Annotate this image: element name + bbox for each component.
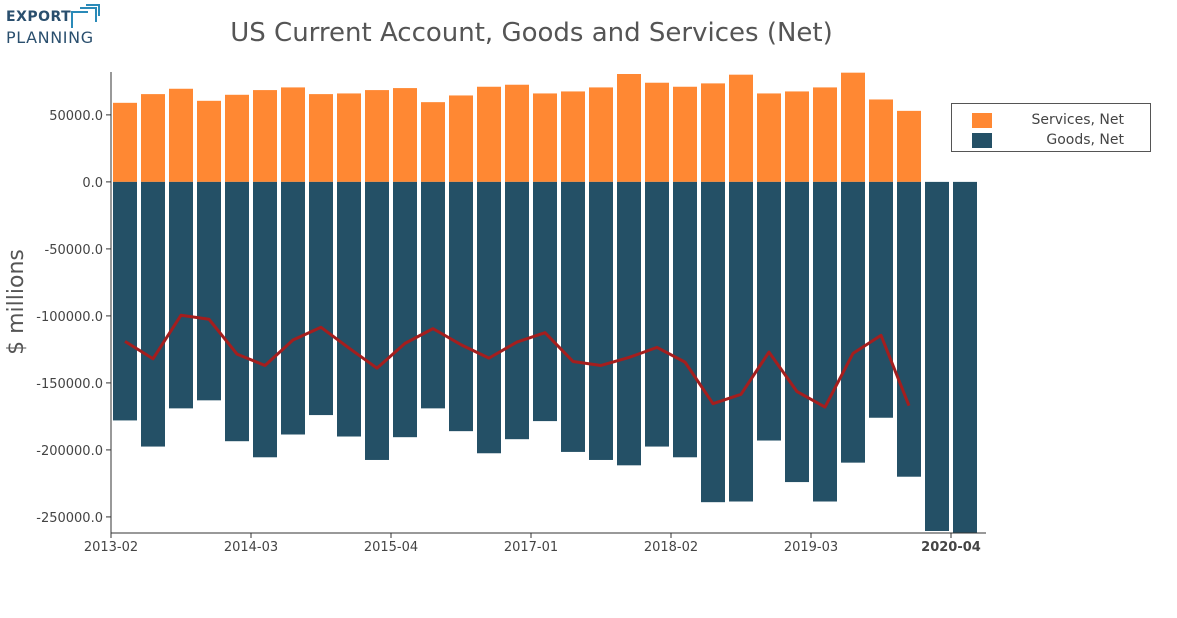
legend-swatch-services xyxy=(972,113,992,128)
bar-services-24 xyxy=(785,91,809,182)
bar-services-19 xyxy=(645,82,669,182)
bar-goods-9 xyxy=(365,181,389,460)
bar-goods-6 xyxy=(281,181,305,435)
bar-goods-23 xyxy=(757,181,781,441)
bar-goods-8 xyxy=(337,181,361,437)
chart-title: US Current Account, Goods and Services (… xyxy=(230,18,833,48)
y-tick-label-3: -100000.0 xyxy=(36,310,103,325)
x-tick-label-6: 2020-04 xyxy=(921,540,981,555)
bar-services-17 xyxy=(589,87,613,182)
bar-goods-16 xyxy=(561,181,585,452)
y-tick-label-5: -200000.0 xyxy=(36,444,103,459)
bar-services-25 xyxy=(813,87,837,182)
bar-goods-0 xyxy=(113,181,137,421)
bar-goods-18 xyxy=(617,181,641,466)
y-tick-label-4: -150000.0 xyxy=(36,377,103,392)
bar-services-11 xyxy=(421,102,445,182)
legend-swatch-goods xyxy=(972,133,992,148)
bar-services-20 xyxy=(673,86,697,182)
bar-goods-25 xyxy=(813,181,837,502)
y-tick-label-6: -250000.0 xyxy=(36,511,103,526)
logo-bottom-text: PLANNING xyxy=(6,28,94,47)
bar-goods-4 xyxy=(225,181,249,442)
bar-goods-7 xyxy=(309,181,333,416)
bar-services-12 xyxy=(449,95,473,182)
y-axis-label: $ millions xyxy=(4,249,29,355)
bar-goods-5 xyxy=(253,181,277,458)
bar-goods-28 xyxy=(897,181,921,477)
bar-services-4 xyxy=(225,94,249,182)
y-tick-label-0: 50000.0 xyxy=(49,109,103,124)
bar-goods-24 xyxy=(785,181,809,483)
legend-item-goods: Goods, Net xyxy=(972,132,1142,151)
bar-services-21 xyxy=(701,83,725,182)
bar-goods-20 xyxy=(673,181,697,458)
x-tick-label-0: 2013-02 xyxy=(84,540,138,555)
x-tick-label-1: 2014-03 xyxy=(224,540,278,555)
bar-goods-12 xyxy=(449,181,473,432)
bar-services-1 xyxy=(141,94,165,182)
bar-goods-11 xyxy=(421,181,445,409)
legend-label-goods: Goods, Net xyxy=(1046,132,1124,148)
bar-services-0 xyxy=(113,102,137,182)
export-planning-logo: EXPORT PLANNING xyxy=(6,4,102,54)
legend-item-services: Services, Net xyxy=(972,112,1142,131)
bar-goods-17 xyxy=(589,181,613,460)
bar-services-8 xyxy=(337,93,361,182)
bar-layer xyxy=(113,72,977,534)
bar-services-5 xyxy=(253,90,277,182)
line-layer xyxy=(124,313,911,409)
bar-services-27 xyxy=(869,99,893,182)
bar-goods-15 xyxy=(533,181,557,422)
legend-label-services: Services, Net xyxy=(1031,112,1124,128)
bar-services-28 xyxy=(897,110,921,182)
bar-services-14 xyxy=(505,84,529,182)
bar-services-16 xyxy=(561,91,585,182)
bar-goods-22 xyxy=(729,181,753,502)
chart-legend: Services, Net Goods, Net xyxy=(951,103,1151,152)
y-tick-label-1: 0.0 xyxy=(82,176,103,191)
x-tick-label-4: 2018-02 xyxy=(644,540,698,555)
bar-services-9 xyxy=(365,90,389,182)
bar-services-15 xyxy=(533,93,557,182)
bar-services-6 xyxy=(281,87,305,182)
line-total-net xyxy=(124,313,911,409)
x-tick-label-2: 2015-04 xyxy=(364,540,418,555)
logo-squares-icon xyxy=(71,4,100,28)
bar-goods-2 xyxy=(169,181,193,409)
bar-goods-1 xyxy=(141,181,165,447)
axes-layer: 50000.0 0.0 -50000.0 -100000.0 -150000.0 -200… xyxy=(36,72,986,555)
bar-goods-26 xyxy=(841,181,865,463)
bar-goods-27 xyxy=(869,181,893,418)
bar-services-3 xyxy=(197,100,221,182)
x-tick-label-5: 2019-03 xyxy=(784,540,838,555)
logo-top-text: EXPORT xyxy=(6,9,72,25)
bar-goods-13 xyxy=(477,181,501,454)
bar-goods-14 xyxy=(505,181,529,440)
bar-goods-21 xyxy=(701,181,725,503)
bar-goods-29 xyxy=(925,181,949,531)
bar-goods-3 xyxy=(197,181,221,401)
bar-goods-30 xyxy=(953,181,977,534)
bar-services-10 xyxy=(393,88,417,182)
bar-services-2 xyxy=(169,88,193,182)
bar-goods-19 xyxy=(645,181,669,447)
bar-services-26 xyxy=(841,72,865,182)
bar-services-7 xyxy=(309,94,333,182)
bar-services-23 xyxy=(757,93,781,182)
bar-goods-10 xyxy=(393,181,417,438)
bar-services-22 xyxy=(729,74,753,182)
bar-services-13 xyxy=(477,86,501,182)
bar-services-18 xyxy=(617,74,641,182)
y-tick-label-2: -50000.0 xyxy=(45,243,103,258)
x-tick-label-3: 2017-01 xyxy=(504,540,558,555)
